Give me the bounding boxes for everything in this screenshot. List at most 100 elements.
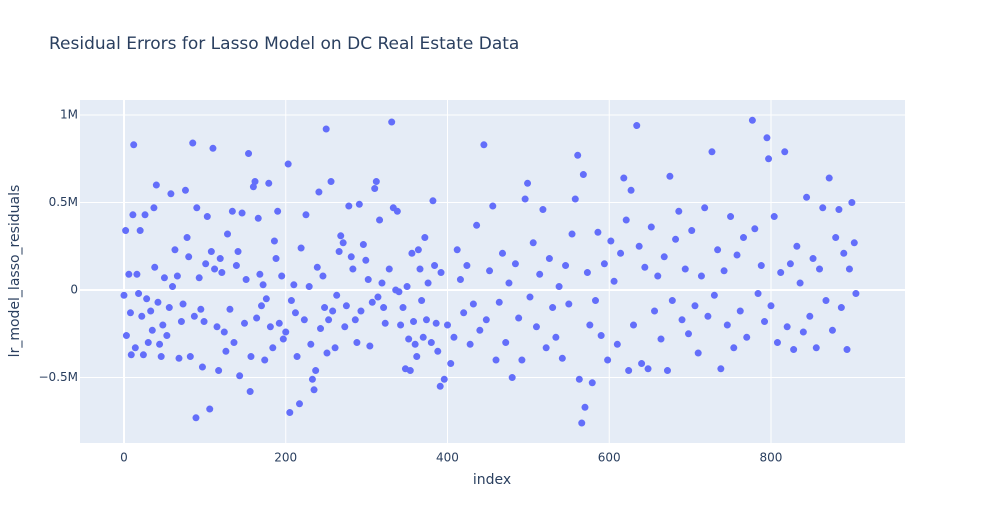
point	[228, 207, 236, 215]
point	[620, 174, 628, 182]
point	[226, 305, 234, 313]
point	[200, 318, 208, 326]
point	[133, 270, 141, 278]
point	[307, 340, 315, 348]
point	[266, 323, 274, 331]
point	[790, 346, 798, 354]
point	[300, 316, 308, 324]
point	[633, 122, 641, 130]
point	[675, 207, 683, 215]
point	[254, 214, 262, 222]
point	[246, 388, 254, 396]
point	[657, 335, 665, 343]
point	[688, 227, 696, 235]
point	[197, 305, 205, 313]
point	[607, 237, 615, 245]
point	[416, 265, 424, 273]
point	[185, 253, 193, 261]
point	[492, 356, 500, 364]
point	[630, 321, 638, 329]
point	[799, 328, 807, 336]
point	[257, 302, 265, 310]
point	[413, 353, 421, 361]
point	[568, 230, 576, 238]
point	[697, 272, 705, 280]
point	[480, 141, 488, 149]
point	[213, 323, 221, 331]
point	[357, 307, 365, 315]
point	[240, 319, 248, 327]
point	[218, 269, 226, 277]
point	[136, 227, 144, 235]
point	[773, 339, 781, 347]
point	[743, 333, 751, 341]
point	[355, 200, 363, 208]
point	[796, 279, 804, 287]
point	[272, 255, 280, 263]
point	[765, 155, 773, 163]
point	[177, 318, 185, 326]
point	[371, 185, 379, 193]
point	[663, 367, 671, 375]
point	[508, 374, 516, 382]
point	[353, 339, 361, 347]
point	[216, 255, 224, 263]
point	[262, 295, 270, 303]
point	[313, 263, 321, 271]
point	[469, 300, 477, 308]
point	[586, 321, 594, 329]
point	[211, 265, 219, 273]
point	[245, 150, 253, 158]
point	[159, 321, 167, 329]
point	[362, 256, 370, 264]
point	[284, 160, 292, 168]
x-tick-label: 600	[598, 451, 621, 465]
point	[840, 249, 848, 257]
point	[524, 179, 532, 187]
point	[295, 400, 303, 408]
point	[130, 141, 138, 149]
point	[256, 270, 264, 278]
point	[403, 283, 411, 291]
point	[414, 246, 422, 254]
point	[440, 375, 448, 383]
point	[319, 272, 327, 280]
chart-title: Residual Errors for Lasso Model on DC Re…	[49, 34, 519, 54]
point	[131, 344, 139, 352]
point	[565, 300, 573, 308]
point	[600, 260, 608, 268]
point	[395, 288, 403, 296]
point	[498, 249, 506, 257]
point	[287, 297, 295, 305]
point	[733, 251, 741, 259]
point	[222, 347, 230, 355]
point	[710, 291, 718, 299]
point	[127, 351, 135, 359]
point	[536, 270, 544, 278]
point	[310, 386, 318, 394]
point	[429, 197, 437, 205]
point	[270, 237, 278, 245]
point	[175, 354, 183, 362]
point	[406, 367, 414, 375]
point	[297, 244, 305, 252]
point	[678, 316, 686, 324]
point	[495, 298, 503, 306]
point	[157, 353, 165, 361]
point	[515, 314, 523, 322]
point	[154, 298, 162, 306]
point	[234, 248, 242, 256]
point	[727, 213, 735, 221]
point	[173, 272, 181, 280]
point	[581, 403, 589, 411]
point	[597, 332, 605, 340]
point	[291, 309, 299, 317]
point	[364, 276, 372, 284]
point	[286, 409, 294, 417]
point	[736, 307, 744, 315]
point	[189, 139, 197, 147]
point	[120, 291, 128, 299]
point	[215, 367, 223, 375]
point	[183, 234, 191, 242]
